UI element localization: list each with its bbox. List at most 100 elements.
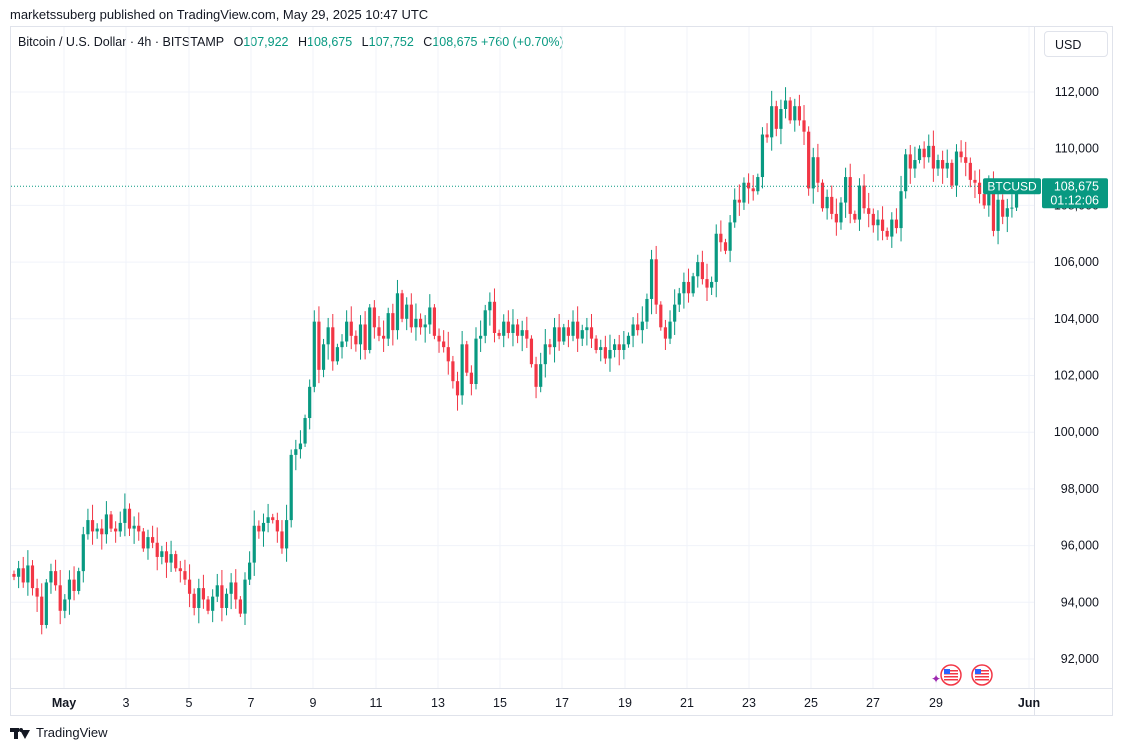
- candle-body: [834, 213, 838, 223]
- flag-stripe: [975, 679, 989, 681]
- candle-body: [636, 324, 640, 331]
- candle-body: [257, 525, 261, 532]
- candle-body: [954, 151, 959, 186]
- y-tick-label: 104,000: [1054, 312, 1099, 326]
- candle-body: [284, 520, 289, 549]
- candle-body: [418, 318, 423, 328]
- brand-name[interactable]: TradingView: [36, 725, 108, 740]
- candle-body: [174, 554, 178, 569]
- candle-body: [885, 230, 889, 237]
- candle-body: [363, 324, 367, 350]
- tradingview-logo-icon[interactable]: [10, 726, 30, 740]
- y-tick-label: 106,000: [1054, 255, 1099, 269]
- close-label: C: [423, 35, 433, 49]
- candle-body: [793, 106, 797, 121]
- candle-body: [312, 321, 316, 387]
- candle-body: [927, 145, 931, 158]
- symbol-title[interactable]: Bitcoin / U.S. Dollar · 4h · BITSTAMP: [18, 35, 225, 49]
- flag-stripe: [944, 676, 958, 678]
- candle-body: [945, 162, 949, 169]
- open-label: O: [233, 35, 244, 49]
- last-price-tag-bg: [1042, 178, 1108, 209]
- candle-body: [807, 131, 811, 189]
- candle-body: [238, 599, 242, 614]
- candle-body: [266, 517, 270, 523]
- candle-body: [289, 454, 293, 521]
- candle-body: [626, 335, 631, 345]
- candle-body: [201, 588, 206, 600]
- candle-body: [423, 324, 427, 328]
- flag-stripe: [975, 673, 989, 675]
- candle-body: [127, 508, 132, 529]
- candle-body: [442, 341, 446, 348]
- y-tick-label: 100,000: [1054, 425, 1099, 439]
- candle-body: [876, 219, 880, 226]
- candle-body: [252, 525, 256, 563]
- low-label: L: [361, 35, 369, 49]
- flag-stripe: [944, 679, 958, 681]
- candle-body: [502, 321, 506, 336]
- candle-body: [183, 571, 187, 580]
- publish-info: marketssuberg published on TradingView.c…: [10, 7, 429, 22]
- candle-body: [483, 310, 487, 336]
- candle-body: [959, 151, 963, 158]
- currency-button[interactable]: USD: [1044, 31, 1108, 57]
- candle-body: [820, 182, 825, 209]
- candle-body: [691, 276, 695, 294]
- candle-body: [298, 443, 303, 450]
- candle-body: [44, 582, 48, 625]
- candle-body: [649, 259, 654, 299]
- candle-body: [192, 593, 196, 608]
- candle-body: [160, 551, 164, 557]
- candle-body: [308, 386, 312, 419]
- close-value: 108,675: [432, 35, 478, 49]
- y-tick-label: 94,000: [1061, 595, 1099, 609]
- candle-body: [899, 191, 903, 229]
- candle-body: [737, 199, 741, 203]
- candle-body: [326, 327, 330, 345]
- candle-body: [890, 219, 894, 237]
- candle-body: [566, 327, 570, 336]
- candle-body: [164, 551, 169, 563]
- flag-stripe: [975, 670, 989, 672]
- candle-body: [797, 106, 801, 121]
- last-price-label: 108,675: [1054, 179, 1099, 193]
- candle-body: [428, 307, 432, 325]
- candle-body: [141, 531, 145, 549]
- candle-body: [617, 344, 621, 350]
- candle-body: [340, 341, 344, 348]
- candle-body: [53, 571, 58, 586]
- candle-body: [178, 568, 182, 572]
- candle-body: [197, 588, 201, 608]
- candle-body: [557, 327, 561, 342]
- y-tick-label: 102,000: [1054, 369, 1099, 383]
- candle-body: [746, 182, 751, 189]
- x-tick-label: 15: [493, 696, 507, 710]
- candle-body: [100, 528, 104, 535]
- y-tick-label: 112,000: [1055, 85, 1099, 99]
- x-tick-label: 7: [248, 696, 255, 710]
- candle-body: [109, 514, 113, 529]
- candle-body: [229, 582, 233, 594]
- candle-body: [982, 194, 986, 206]
- candle-body: [788, 100, 792, 121]
- x-tick-label: 19: [618, 696, 632, 710]
- flag-canton: [975, 669, 981, 674]
- candle-body: [271, 517, 275, 521]
- candle-body: [631, 324, 635, 336]
- candle-body: [599, 347, 603, 350]
- candle-body: [686, 281, 691, 294]
- flag-canton: [944, 669, 950, 674]
- candle-body: [211, 596, 215, 611]
- candle-body: [349, 321, 353, 336]
- candle-body: [146, 537, 150, 549]
- candle-body: [224, 593, 229, 608]
- candle-body: [880, 219, 885, 231]
- candle-body: [1005, 208, 1009, 217]
- candle-body: [72, 579, 76, 591]
- candle-body: [243, 579, 247, 614]
- candle-body: [377, 327, 381, 336]
- x-tick-label: Jun: [1018, 696, 1040, 710]
- candle-body: [368, 307, 372, 350]
